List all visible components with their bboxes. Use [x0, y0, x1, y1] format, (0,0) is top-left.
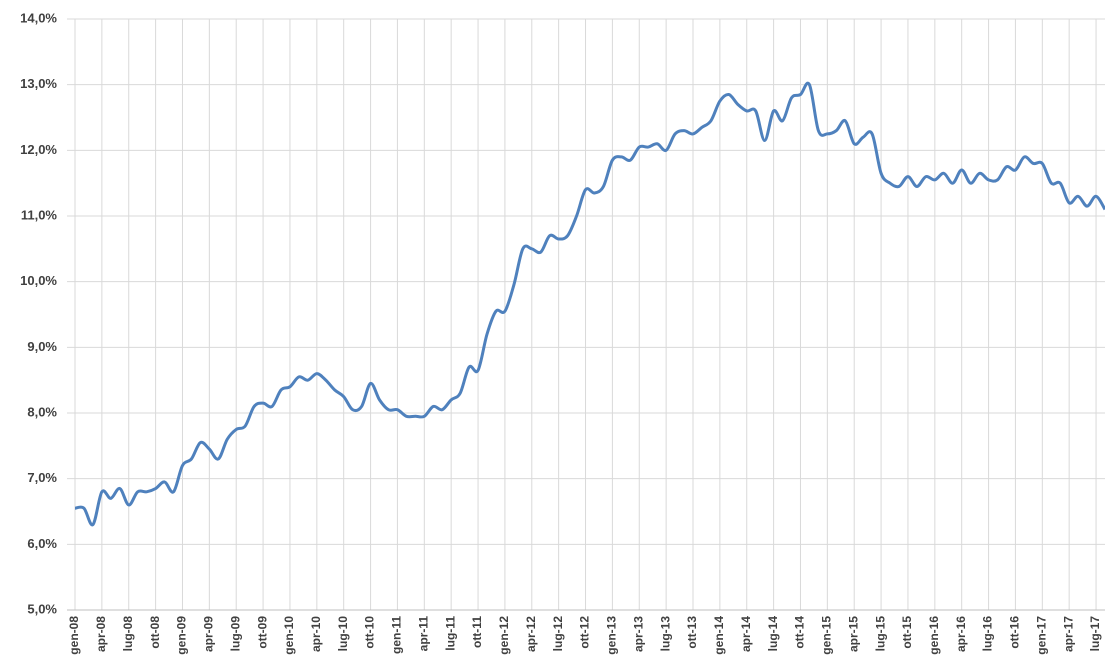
y-tick-label: 13,0% — [20, 76, 57, 91]
y-tick-label: 5,0% — [27, 601, 57, 616]
x-tick-label: ott-10 — [363, 616, 377, 649]
x-tick-label: ott-12 — [578, 616, 592, 649]
x-tick-label: apr-15 — [846, 616, 860, 652]
x-tick-label: gen-12 — [497, 616, 511, 655]
y-tick-label: 6,0% — [27, 536, 57, 551]
y-tick-label: 14,0% — [20, 10, 57, 25]
x-tick-label: ott-09 — [255, 616, 269, 649]
x-tick-label: apr-11 — [416, 616, 430, 652]
x-tick-label: gen-14 — [712, 616, 726, 655]
x-tick-label: ott-16 — [1008, 616, 1022, 649]
x-tick-label: lug-14 — [766, 616, 780, 652]
x-tick-label: gen-17 — [1034, 616, 1048, 655]
x-tick-label: apr-12 — [524, 616, 538, 652]
data-line — [74, 81, 1105, 527]
x-tick-label: lug-09 — [228, 616, 242, 652]
x-tick-label: apr-13 — [631, 616, 645, 652]
x-tick-label: lug-10 — [336, 616, 350, 652]
x-tick-label: gen-11 — [390, 616, 404, 654]
x-tick-label: gen-10 — [282, 616, 296, 655]
x-tick-label: lug-15 — [873, 616, 887, 652]
y-tick-label: 11,0% — [21, 207, 58, 222]
x-tick-label: ott-13 — [685, 616, 699, 649]
y-tick-label: 9,0% — [27, 339, 57, 354]
x-tick-label: lug-12 — [551, 616, 565, 652]
x-tick-label: ott-14 — [793, 616, 807, 649]
x-tick-label: ott-15 — [900, 616, 914, 649]
y-tick-label: 8,0% — [27, 404, 57, 419]
x-tick-label: apr-14 — [739, 616, 753, 652]
x-tick-label: apr-16 — [954, 616, 968, 652]
x-tick-label: lug-13 — [658, 616, 672, 652]
x-tick-label: apr-17 — [1061, 616, 1075, 652]
y-tick-label: 7,0% — [27, 470, 57, 485]
x-tick-label: lug-08 — [121, 616, 135, 652]
x-tick-label: ott-11 — [470, 616, 484, 648]
x-tick-label: lug-11 — [443, 616, 457, 651]
x-tick-label: apr-08 — [94, 616, 108, 652]
x-tick-label: apr-09 — [202, 616, 216, 652]
x-tick-label: gen-13 — [605, 616, 619, 655]
x-tick-label: lug-17 — [1088, 616, 1102, 652]
x-tick-label: apr-10 — [309, 616, 323, 652]
x-tick-label: ott-08 — [148, 616, 162, 649]
y-tick-label: 12,0% — [20, 142, 57, 157]
x-tick-label: gen-16 — [927, 616, 941, 655]
x-tick-label: lug-16 — [981, 616, 995, 652]
x-tick-label: gen-15 — [820, 616, 834, 655]
y-tick-label: 10,0% — [20, 273, 57, 288]
x-tick-label: gen-09 — [175, 616, 189, 655]
x-tick-label: gen-08 — [67, 616, 81, 655]
